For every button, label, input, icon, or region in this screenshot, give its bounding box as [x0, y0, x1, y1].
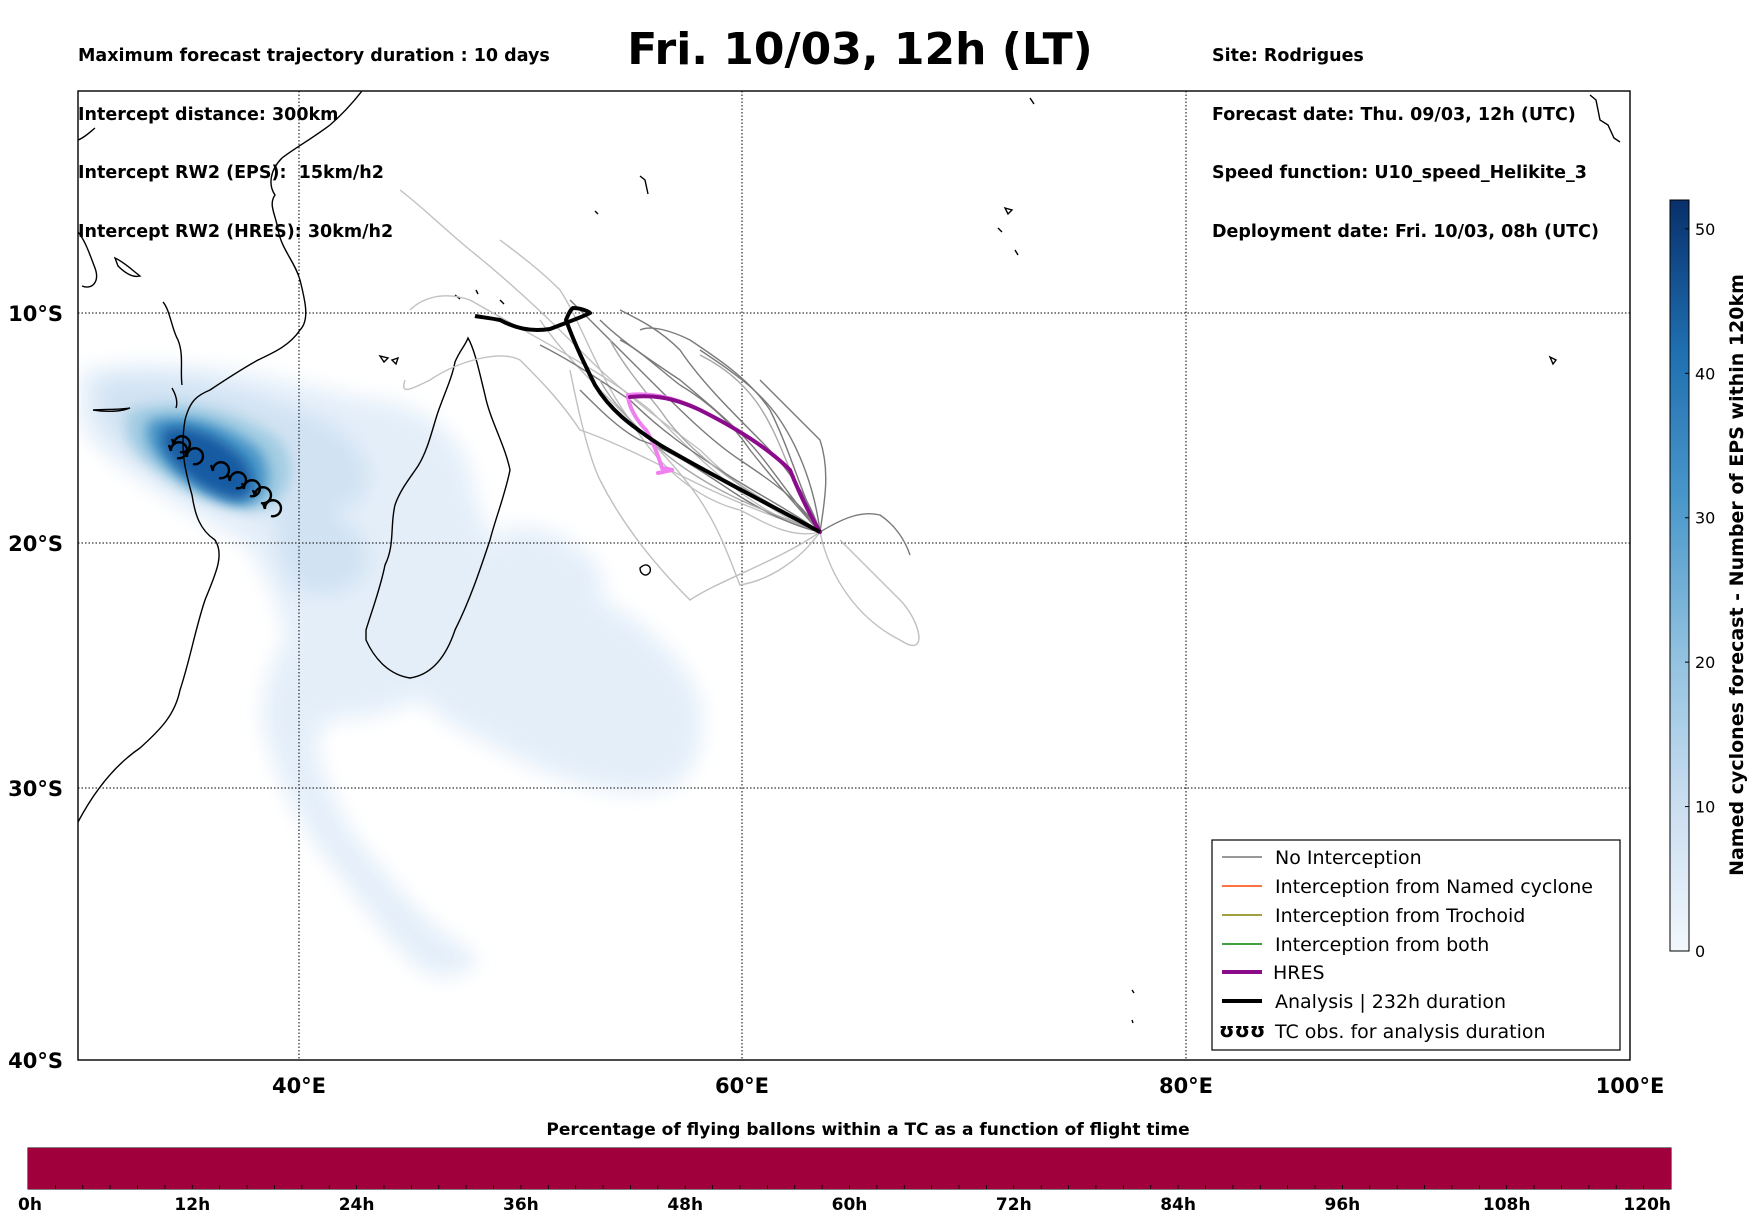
analysis-trajectory	[474, 306, 821, 534]
colorbar-tick-label: 10	[1695, 798, 1715, 817]
coastlines	[78, 91, 1621, 1024]
legend-label-named-cyclone: Interception from Named cyclone	[1275, 876, 1593, 898]
legend-label-both: Interception from both	[1275, 934, 1489, 956]
colorbar-tick-label: 40	[1695, 364, 1715, 383]
timebar-tick-label: 96h	[1325, 1195, 1361, 1215]
timebar-tick-label: 48h	[667, 1195, 703, 1215]
legend-label-tc-obs: TC obs. for analysis duration	[1274, 1021, 1546, 1043]
page-title: Fri. 10/03, 12h (LT)	[627, 24, 1093, 75]
legend-box	[1211, 839, 1621, 1051]
lon-label-60e: 60°E	[715, 1074, 769, 1098]
lon-label-100e: 100°E	[1596, 1074, 1665, 1098]
colorbar-tick-label: 30	[1695, 509, 1715, 528]
tc-observation-markers	[167, 435, 283, 518]
timebar-tick-label: 36h	[503, 1195, 539, 1215]
legend-label-no-interception: No Interception	[1275, 847, 1422, 869]
legend-label-analysis: Analysis | 232h duration	[1275, 991, 1506, 1013]
speed-function-text: Speed function: U10_speed_Helikite_3	[1212, 163, 1587, 183]
map-frame	[77, 90, 1631, 1061]
deployment-date-text: Deployment date: Fri. 10/03, 08h (UTC)	[1212, 221, 1599, 242]
site-text: Site: Rodrigues	[1212, 46, 1364, 66]
colorbar-gradient	[1669, 199, 1690, 952]
lon-label-40e: 40°E	[272, 1074, 326, 1098]
timebar-tick-label: 108h	[1483, 1195, 1531, 1215]
timebar-tick-labels: 0h 12h 24h 36h 48h 60h 72h 84h 96h 108h 120h	[18, 1195, 1671, 1215]
legend-label-trochoid: Interception from Trochoid	[1275, 905, 1525, 927]
lon-label-80e: 80°E	[1159, 1074, 1213, 1098]
eps-colorbar: 0 10 20 30 40 50 Named cyclones forecast - Nu…	[1669, 199, 1748, 961]
colorbar-tick-label: 20	[1695, 653, 1715, 672]
graticule	[78, 91, 1630, 1060]
colorbar-label: Named cyclones forecast - Number of EPS …	[1726, 274, 1748, 876]
header-right-info: Site: Rodrigues Forecast date: Thu. 09/0…	[1212, 8, 1599, 262]
legend-tc-icon: ʊʊʊ	[1219, 1018, 1265, 1042]
header-left-info: Maximum forecast trajectory duration : 1…	[78, 8, 550, 262]
timebar-tick-label: 0h	[18, 1195, 42, 1215]
timebar-tick-label: 24h	[339, 1195, 375, 1215]
timebar-tick-label: 84h	[1160, 1195, 1196, 1215]
timebar-fill	[28, 1148, 1671, 1189]
timebar-tick-label: 120h	[1623, 1195, 1671, 1215]
max-duration-text: Maximum forecast trajectory duration : 1…	[78, 46, 550, 66]
colorbar-ticks: 0 10 20 30 40 50	[1685, 220, 1715, 961]
lat-label-10s: 10°S	[8, 302, 63, 326]
eps-trajectories	[399, 189, 920, 647]
timebar-minor-ticks	[54, 1185, 1645, 1189]
timebar: Percentage of flying ballons within a TC…	[18, 1120, 1672, 1215]
intercept-distance-text: Intercept distance: 300km	[78, 104, 339, 125]
lat-label-30s: 30°S	[8, 777, 63, 801]
timebar-tick-label: 72h	[996, 1195, 1032, 1215]
intercept-hres-text: Intercept RW2 (HRES): 30km/h2	[78, 221, 394, 242]
legend: No Interception Interception from Named …	[1211, 839, 1621, 1051]
timebar-tick-label: 60h	[832, 1195, 868, 1215]
timebar-title: Percentage of flying ballons within a TC…	[546, 1120, 1189, 1140]
colorbar-tick-label: 50	[1695, 220, 1715, 239]
lat-label-40s: 40°S	[8, 1049, 63, 1073]
axis-labels: 10°S 20°S 30°S 40°S 40°E 60°E 80°E 100°E	[8, 302, 1664, 1098]
legend-label-hres: HRES	[1273, 962, 1325, 984]
hres-trajectory	[626, 392, 822, 534]
colorbar-tick-label: 0	[1695, 942, 1705, 961]
forecast-date-text: Forecast date: Thu. 09/03, 12h (UTC)	[1212, 104, 1576, 125]
map-area	[78, 91, 1630, 1060]
lat-label-20s: 20°S	[8, 532, 63, 556]
timebar-tick-label: 12h	[174, 1195, 210, 1215]
